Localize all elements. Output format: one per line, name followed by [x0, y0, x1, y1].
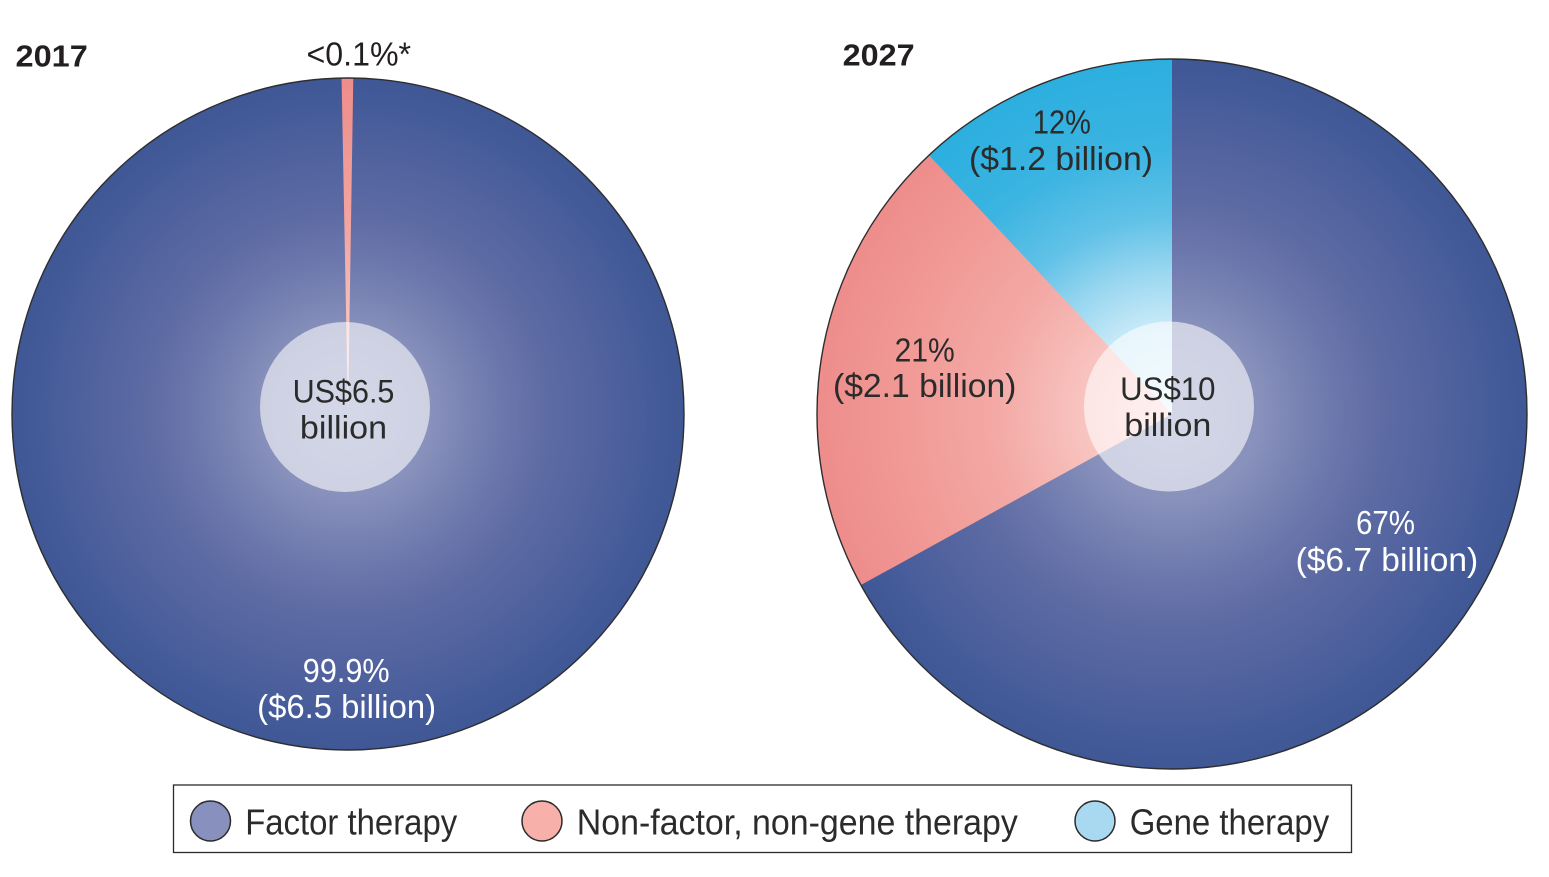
svg-text:99.9%: 99.9%: [303, 652, 390, 689]
svg-text:US$6.5: US$6.5: [293, 373, 395, 409]
svg-text:($1.2 billion): ($1.2 billion): [969, 140, 1153, 177]
svg-text:<0.1%*: <0.1%*: [307, 36, 412, 73]
svg-text:67%: 67%: [1356, 504, 1415, 541]
svg-text:2017: 2017: [16, 39, 88, 74]
svg-text:billion: billion: [300, 410, 387, 446]
svg-text:Gene therapy: Gene therapy: [1130, 802, 1330, 843]
svg-text:($6.5 billion): ($6.5 billion): [257, 688, 436, 725]
svg-text:($6.7 billion): ($6.7 billion): [1296, 541, 1479, 578]
svg-text:Non-factor, non-gene therapy: Non-factor, non-gene therapy: [577, 802, 1019, 843]
svg-text:Factor therapy: Factor therapy: [245, 802, 458, 843]
svg-text:12%: 12%: [1033, 104, 1091, 141]
svg-text:2027: 2027: [843, 37, 915, 72]
svg-text:($2.1 billion): ($2.1 billion): [833, 367, 1016, 404]
svg-text:US$10: US$10: [1120, 371, 1215, 407]
svg-text:21%: 21%: [895, 332, 955, 369]
svg-text:billion: billion: [1124, 407, 1211, 443]
